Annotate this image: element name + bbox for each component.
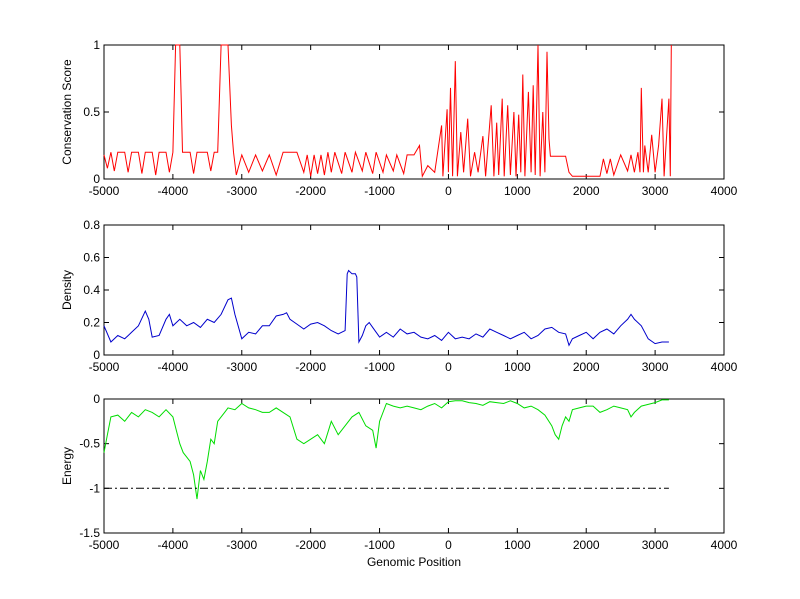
conservation-ytick-label: 0.5 [83, 105, 100, 119]
conservation-line [103, 44, 672, 179]
energy-ytick-label: -0.5 [79, 437, 100, 451]
conservation-xtick-label: 3000 [642, 184, 669, 198]
energy-ytick-label: 0 [93, 392, 100, 406]
density-ytick-label: 0.4 [83, 283, 100, 297]
conservation-axes-box [103, 44, 725, 180]
conservation-xtick-label: -3000 [226, 184, 257, 198]
density-line [103, 269, 669, 347]
energy-xtick-label: -5000 [89, 538, 120, 552]
conservation-ytick-label: 1 [93, 38, 100, 52]
conservation-xtick-label: -5000 [89, 184, 120, 198]
conservation-ytick-label: 0 [93, 172, 100, 186]
conservation-xtick-label: 0 [445, 184, 452, 198]
density-xtick-label: -1000 [364, 360, 395, 374]
conservation-xtick-label: 2000 [573, 184, 600, 198]
conservation-xtick-label: -2000 [295, 184, 326, 198]
conservation-ticks: -5000 -4000 -3000 -2000 -1000 0 1000 2000 3000 40… [83, 38, 737, 198]
conservation-xtick-label: 4000 [711, 184, 738, 198]
density-ytick-label: 0.6 [83, 251, 100, 265]
density-xtick-label: 3000 [642, 360, 669, 374]
density-xtick-label: 1000 [504, 360, 531, 374]
conservation-xtick-label: 1000 [504, 184, 531, 198]
density-panel: -5000 -4000 -3000 -2000 -1000 0 1000 2000 3000 40… [60, 218, 738, 374]
energy-xtick-label: 2000 [573, 538, 600, 552]
x-axis-label: Genomic Position [367, 555, 461, 569]
energy-panel: -5000 -4000 -3000 -2000 -1000 0 1000 2000 3000 40… [60, 392, 738, 552]
conservation-ylabel: Conservation Score [60, 59, 74, 165]
energy-xtick-label: -3000 [226, 538, 257, 552]
energy-xtick-label: -1000 [364, 538, 395, 552]
energy-xtick-label: 3000 [642, 538, 669, 552]
energy-xtick-label: 0 [445, 538, 452, 552]
energy-xtick-label: -2000 [295, 538, 326, 552]
energy-xtick-label: -4000 [158, 538, 189, 552]
density-xtick-label: -5000 [89, 360, 120, 374]
density-xtick-label: -3000 [226, 360, 257, 374]
density-xtick-label: -4000 [158, 360, 189, 374]
energy-ylabel: Energy [60, 447, 74, 485]
density-xtick-label: 0 [445, 360, 452, 374]
energy-ytick-label: -1 [89, 481, 100, 495]
energy-xtick-label: 4000 [711, 538, 738, 552]
energy-axes-box [103, 398, 725, 534]
density-axes-box [103, 224, 725, 356]
energy-xtick-label: 1000 [504, 538, 531, 552]
density-xtick-label: -2000 [295, 360, 326, 374]
density-ytick-label: 0.2 [83, 316, 100, 330]
conservation-series [103, 44, 672, 179]
conservation-xtick-label: -1000 [364, 184, 395, 198]
density-series [103, 269, 669, 347]
energy-ytick-label: -1.5 [79, 526, 100, 540]
density-xtick-label: 2000 [573, 360, 600, 374]
density-ticks: -5000 -4000 -3000 -2000 -1000 0 1000 2000 3000 40… [83, 218, 737, 374]
density-xtick-label: 4000 [711, 360, 738, 374]
density-ytick-label: 0.8 [83, 218, 100, 232]
energy-line [103, 399, 669, 500]
density-ylabel: Density [60, 270, 74, 310]
density-ytick-label: 0 [93, 348, 100, 362]
conservation-panel: -5000 -4000 -3000 -2000 -1000 0 1000 2000 3000 40… [60, 38, 738, 198]
energy-series [103, 399, 669, 500]
conservation-xtick-label: -4000 [158, 184, 189, 198]
